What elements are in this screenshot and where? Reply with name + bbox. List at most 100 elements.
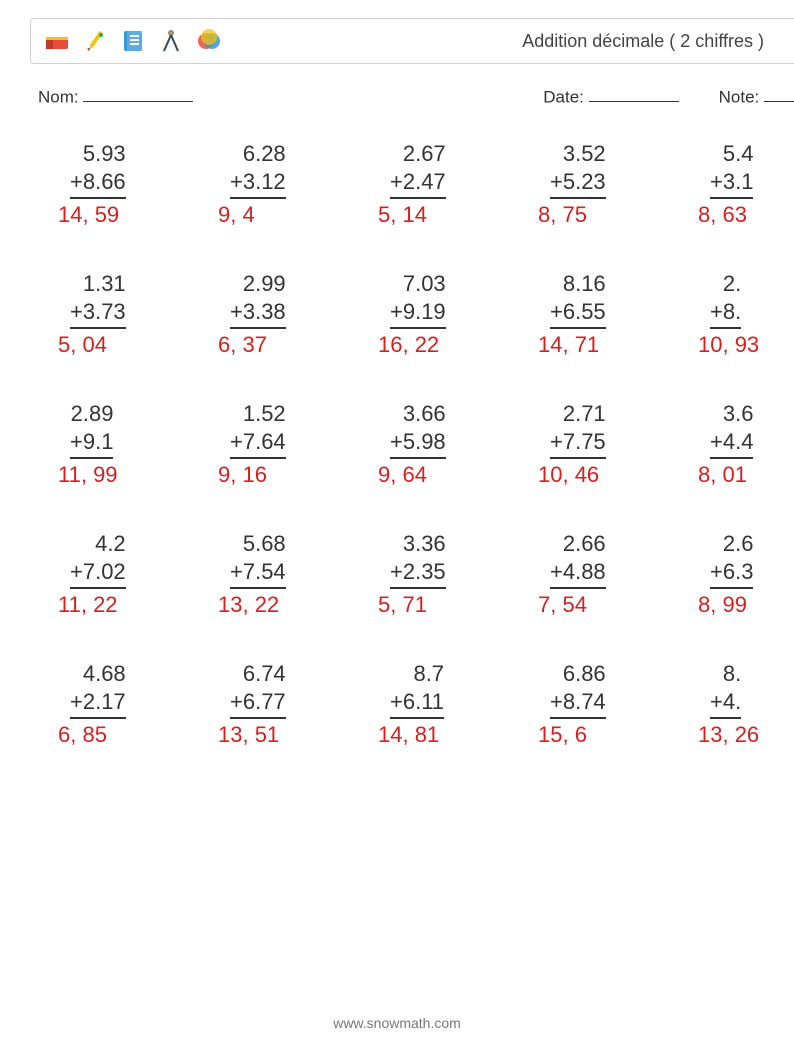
date-field: Date: [543,86,678,107]
problem-cell: 5.68+7.5413, 22 [200,530,360,660]
answer: 14, 59 [58,202,119,228]
problem-stack: 5.93+8.66 [70,140,126,202]
operand-b: +9.19 [390,298,446,326]
problem-cell: 2.66+4.887, 54 [520,530,680,660]
problem-cell: 5.93+8.6614, 59 [40,140,200,270]
problem-cell: 2.6+6.38, 99 [680,530,794,660]
problem-stack: 2.99+3.38 [230,270,286,332]
problem-cell: 2.89+9.111, 99 [40,400,200,530]
problem-stack: 2.+8. [710,270,741,332]
answer: 13, 26 [698,722,759,748]
operand-a: 7.03 [390,270,446,298]
operand-b: +8. [710,298,741,326]
sum-line [230,327,286,329]
problem-cell: 6.28+3.129, 4 [200,140,360,270]
problem-stack: 8.7+6.11 [390,660,444,722]
sum-line [550,587,606,589]
operand-b: +6.3 [710,558,753,586]
answer: 5, 71 [378,592,427,618]
worksheet-title: Addition décimale ( 2 chiffres ) [522,31,764,52]
problem-cell: 8.+4. 13, 26 [680,660,794,790]
operand-a: 6.86 [550,660,606,688]
venn-icon[interactable] [195,27,223,55]
problem-cell: 7.03+9.1916, 22 [360,270,520,400]
sum-line [390,717,444,719]
answer: 8, 63 [698,202,747,228]
footer-text: www.snowmath.com [0,1015,794,1031]
operand-a: 5.68 [230,530,286,558]
answer: 6, 37 [218,332,267,358]
sum-line [70,197,126,199]
problem-stack: 4.2+7.02 [70,530,126,592]
operand-b: +4. [710,688,741,716]
ruler-icon[interactable] [43,27,71,55]
header-fields: Nom: Date: Note: [38,86,794,107]
answer: 13, 22 [218,592,279,618]
sum-line [390,457,446,459]
answer: 14, 81 [378,722,439,748]
problem-stack: 2.66+4.88 [550,530,606,592]
sum-line [70,457,113,459]
problem-stack: 3.6+4.4 [710,400,753,462]
problem-cell: 5.4+3.18, 63 [680,140,794,270]
answer: 6, 85 [58,722,107,748]
sum-line [70,327,126,329]
operand-a: 2.67 [390,140,446,168]
problem-stack: 8.16+6.55 [550,270,606,332]
operand-a: 2.66 [550,530,606,558]
operand-a: 2.89 [70,400,113,428]
operand-a: 3.6 [710,400,753,428]
operand-b: +3.1 [710,168,753,196]
name-field: Nom: [38,86,193,107]
sum-line [230,717,286,719]
operand-a: 8. [710,660,741,688]
compass-icon[interactable] [157,27,185,55]
problem-stack: 1.52+7.64 [230,400,286,462]
operand-a: 4.2 [70,530,126,558]
sum-line [550,717,606,719]
sum-line [710,587,753,589]
answer: 13, 51 [218,722,279,748]
problem-cell: 6.86+8.7415, 6 [520,660,680,790]
problem-cell: 2.71+7.7510, 46 [520,400,680,530]
toolbar: Addition décimale ( 2 chiffres ) [30,18,794,64]
operand-b: +4.88 [550,558,606,586]
problem-stack: 5.4+3.1 [710,140,753,202]
name-label: Nom: [38,87,79,106]
operand-b: +7.75 [550,428,606,456]
operand-a: 2.99 [230,270,286,298]
toolbar-icons [31,27,223,55]
note-label: Note: [719,87,760,106]
problem-stack: 6.86+8.74 [550,660,606,722]
pencil-icon[interactable] [81,27,109,55]
problem-cell: 8.7+6.1114, 81 [360,660,520,790]
operand-a: 2.6 [710,530,753,558]
answer: 8, 01 [698,462,747,488]
problem-stack: 2.6+6.3 [710,530,753,592]
problem-stack: 2.89+9.1 [70,400,113,462]
sum-line [70,587,126,589]
operand-b: +2.17 [70,688,126,716]
answer: 11, 22 [58,592,118,618]
answer: 9, 64 [378,462,427,488]
problem-cell: 3.66+5.989, 64 [360,400,520,530]
operand-b: +6.77 [230,688,286,716]
sum-line [550,457,606,459]
sum-line [710,717,741,719]
sum-line [230,197,286,199]
problem-cell: 6.74+6.7713, 51 [200,660,360,790]
operand-a: 1.31 [70,270,126,298]
sum-line [710,457,753,459]
operand-a: 8.16 [550,270,606,298]
sum-line [230,457,286,459]
operand-a: 5.93 [70,140,126,168]
operand-b: +7.54 [230,558,286,586]
operand-a: 1.52 [230,400,286,428]
operand-b: +3.12 [230,168,286,196]
problem-cell: 3.52+5.238, 75 [520,140,680,270]
operand-a: 2. [710,270,741,298]
problem-cell: 4.68+2.176, 85 [40,660,200,790]
problem-cell: 3.36+2.355, 71 [360,530,520,660]
problem-stack: 5.68+7.54 [230,530,286,592]
book-icon[interactable] [119,27,147,55]
